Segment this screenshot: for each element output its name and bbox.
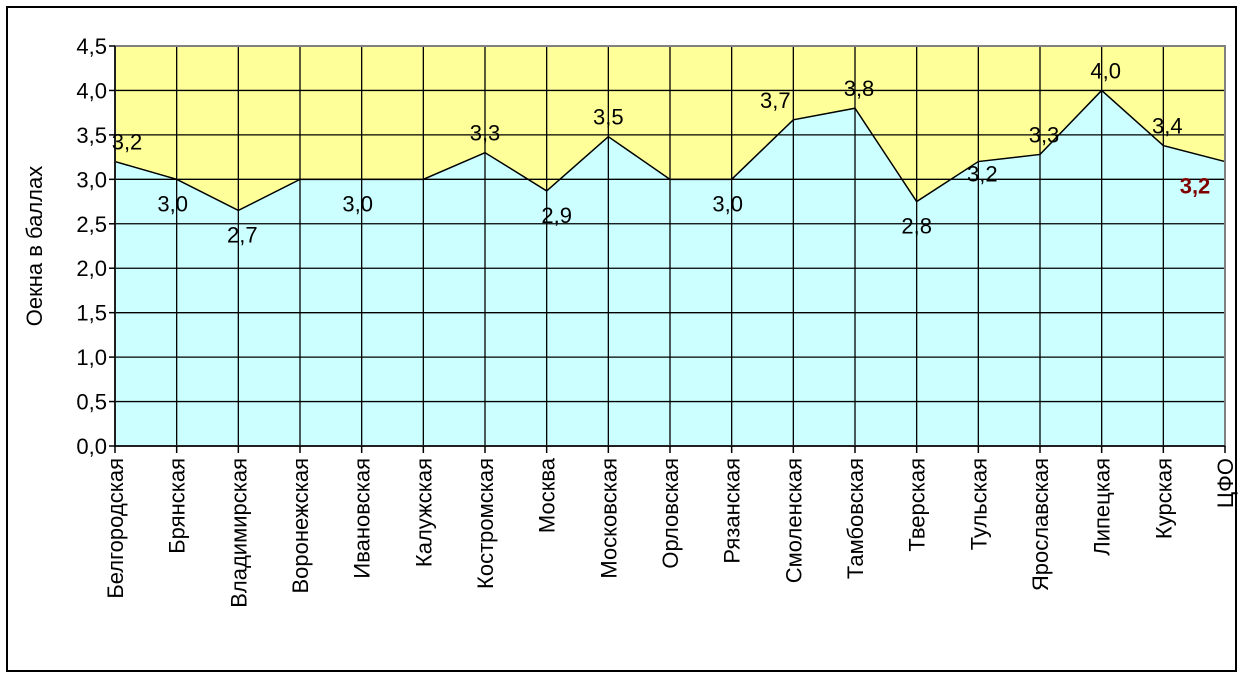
y-tick-label: 0,5 — [76, 390, 107, 415]
data-label: 2,9 — [541, 203, 572, 228]
data-label: 3,5 — [593, 105, 624, 130]
data-label: 2,8 — [901, 214, 932, 239]
data-label: 4,0 — [1090, 58, 1121, 83]
x-tick-label: Костромская — [473, 458, 498, 589]
x-tick-label: Курская — [1151, 458, 1176, 539]
data-label: 3,8 — [844, 76, 875, 101]
x-tick-label: Владимирская — [226, 458, 251, 608]
x-tick-label: Ярославская — [1028, 458, 1053, 591]
data-label: 3,2 — [967, 162, 998, 187]
data-label: 3,4 — [1152, 114, 1183, 139]
data-label: 3,0 — [157, 191, 188, 216]
x-tick-label: Липецкая — [1090, 458, 1115, 556]
x-tick-label: Калужская — [411, 458, 436, 567]
data-label: 3,0 — [342, 191, 373, 216]
data-label: 3,3 — [1029, 122, 1060, 147]
data-label: 3,2 — [112, 130, 143, 155]
x-tick-label: Тверская — [905, 458, 930, 552]
y-tick-label: 4,5 — [76, 34, 107, 59]
data-label: 3,2 — [1180, 174, 1211, 199]
y-tick-label: 2,5 — [76, 212, 107, 237]
x-tick-label: Смоленская — [781, 458, 806, 583]
x-tick-label: Рязанская — [720, 458, 745, 564]
x-tick-label: Тамбовская — [843, 458, 868, 579]
y-tick-label: 3,0 — [76, 167, 107, 192]
x-tick-label: ЦФО — [1213, 458, 1238, 508]
x-tick-label: Тульская — [966, 458, 991, 550]
x-tick-label: Белгородская — [103, 458, 128, 599]
data-label: 2,7 — [227, 222, 258, 247]
y-tick-label: 3,5 — [76, 123, 107, 148]
y-axis-label: Оекна в баллах — [22, 166, 47, 327]
x-tick-label: Ивановская — [350, 458, 375, 579]
data-label: 3,0 — [712, 191, 743, 216]
x-tick-label: Москва — [535, 457, 560, 533]
x-tick-label: Орловская — [658, 458, 683, 569]
y-tick-label: 2,0 — [76, 256, 107, 281]
series-line — [114, 89, 1226, 212]
y-tick-label: 1,5 — [76, 301, 107, 326]
x-tick-label: Московская — [596, 458, 621, 579]
x-tick-label: Воронежская — [288, 458, 313, 594]
data-label: 3,3 — [470, 121, 501, 146]
y-tick-label: 4,0 — [76, 78, 107, 103]
data-label: 3,7 — [760, 88, 791, 113]
x-tick-label: Брянская — [165, 458, 190, 554]
y-tick-label: 1,0 — [76, 345, 107, 370]
y-tick-label: 0,0 — [76, 434, 107, 459]
